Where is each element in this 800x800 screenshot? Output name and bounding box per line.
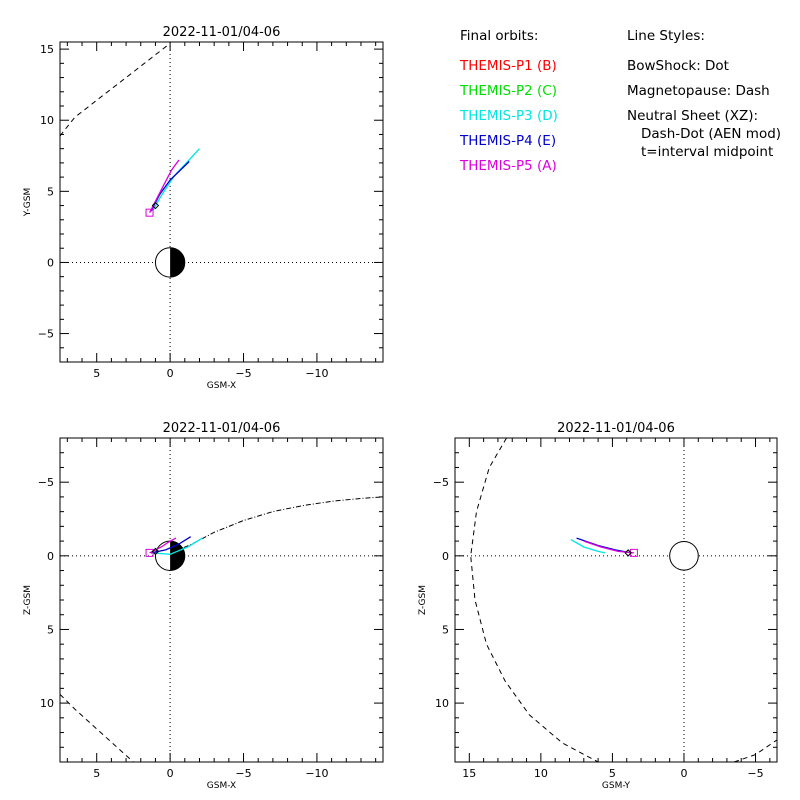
y-tick-label: 15 — [40, 43, 54, 56]
orbit-legend-p2: THEMIS-P2 (C) — [459, 83, 557, 99]
style-magnetopause: Magnetopause: Dash — [627, 83, 770, 99]
neutral-sheet-line — [174, 496, 383, 552]
y-tick-label: 0 — [47, 256, 54, 269]
magnetopause-line — [470, 438, 599, 762]
orbit-line-0 — [151, 148, 200, 212]
start-marker-diamond — [151, 201, 160, 210]
x-tick-label: 10 — [534, 767, 548, 780]
y-tick-label: 10 — [40, 697, 54, 710]
xz-plot-panel: 5 0 −5 −10 −5 0 5 10 2022-11-01/04-06 GSM-X Z-GSM — [23, 421, 384, 791]
plot-frame — [59, 437, 384, 763]
magnetopause-line — [60, 43, 171, 137]
legend: Final orbits: THEMIS-P1 (B) THEMIS-P2 (C… — [459, 28, 781, 174]
xy-plot-panel: 5 0 −5 −10 −5 0 5 10 15 2022-11-01/04-06 GSM-X Y-GS… — [23, 25, 384, 391]
plot-frame — [454, 437, 778, 763]
x-tick-label: 0 — [680, 767, 687, 780]
x-axis-label: GSM-X — [207, 781, 236, 791]
y-tick-label: 5 — [47, 185, 54, 198]
yz-plot-panel: 15 10 5 0 −5 −5 0 5 10 2022-11-01/04-06 GSM-Y Z-GSM — [418, 421, 778, 791]
y-tick-label: −5 — [38, 328, 54, 341]
orbit-line-0 — [570, 539, 606, 554]
plot-title: 2022-11-01/04-06 — [163, 421, 281, 436]
x-tick-label: 0 — [167, 767, 174, 780]
style-dashdot: Dash-Dot (AEN mod) — [641, 126, 781, 142]
orbit-legend-p3: THEMIS-P3 (D) — [459, 108, 558, 124]
orbit-line-0 — [152, 537, 203, 555]
y-tick-label: 0 — [47, 550, 54, 563]
start-marker-diamond — [151, 547, 160, 556]
start-marker-square — [145, 548, 154, 557]
y-tick-label: 10 — [40, 114, 54, 127]
x-tick-label: 15 — [462, 767, 476, 780]
start-marker-square — [629, 548, 638, 557]
x-tick-label: −5 — [235, 767, 251, 780]
orbit-line-2 — [149, 159, 180, 213]
style-bowshock: BowShock: Dot — [627, 58, 729, 74]
magnetopause-line — [60, 693, 134, 762]
y-tick-label: −5 — [38, 476, 54, 489]
y-tick-label: 0 — [442, 550, 449, 563]
x-tick-label: 5 — [93, 767, 100, 780]
y-axis-label: Z-GSM — [418, 585, 428, 615]
orbit-legend-p5: THEMIS-P5 (A) — [459, 158, 557, 174]
x-tick-label: 0 — [167, 367, 174, 380]
earth-circle — [669, 541, 699, 571]
style-interval-midpoint: t=interval midpoint — [641, 144, 773, 160]
start-marker-diamond — [624, 549, 632, 557]
plot-frame — [59, 41, 384, 363]
y-tick-label: −5 — [433, 476, 449, 489]
start-marker-square — [145, 208, 154, 217]
orbit-line-1 — [576, 537, 632, 554]
plot-area — [60, 438, 383, 762]
x-tick-label: −5 — [747, 767, 763, 780]
style-neutral-sheet: Neutral Sheet (XZ): — [627, 108, 758, 124]
orbit-legend-p1: THEMIS-P1 (B) — [459, 58, 557, 74]
orbit-legend-p4: THEMIS-P4 (E) — [459, 133, 556, 149]
x-tick-label: 5 — [93, 367, 100, 380]
x-tick-label: −10 — [305, 367, 328, 380]
plot-title: 2022-11-01/04-06 — [163, 25, 281, 40]
earth-night-side — [170, 247, 185, 278]
plot-title: 2022-11-01/04-06 — [557, 421, 675, 436]
x-tick-label: 5 — [609, 767, 616, 780]
earth-night-side — [170, 541, 185, 571]
styles-heading: Line Styles: — [627, 28, 705, 44]
y-tick-label: 5 — [47, 623, 54, 636]
plot-area — [60, 42, 383, 362]
y-tick-label: 5 — [442, 623, 449, 636]
y-tick-label: 10 — [435, 697, 449, 710]
orbits-heading: Final orbits: — [460, 28, 538, 44]
orbit-line-2 — [149, 537, 177, 554]
plot-area — [455, 438, 777, 762]
x-tick-label: −5 — [235, 367, 251, 380]
y-axis-label: Z-GSM — [23, 585, 33, 615]
x-tick-label: −10 — [305, 767, 328, 780]
x-axis-label: GSM-Y — [602, 781, 631, 791]
x-axis-label: GSM-X — [207, 381, 236, 391]
y-axis-label: Y-GSM — [23, 188, 33, 217]
